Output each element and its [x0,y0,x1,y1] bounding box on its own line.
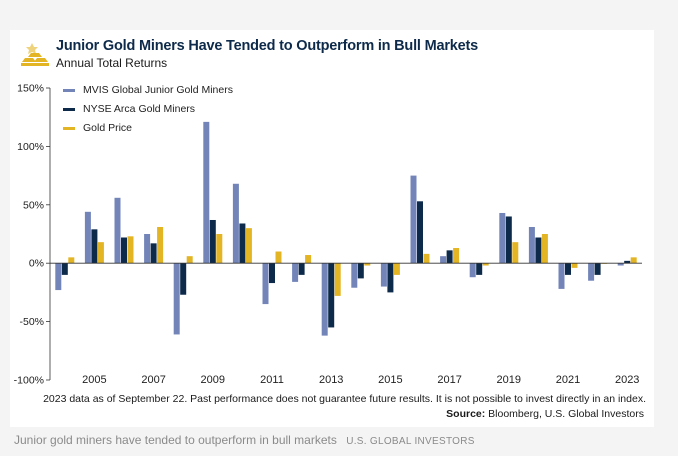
bar [440,256,447,264]
bar [61,263,68,275]
bar [186,256,193,264]
gold-bars-logo-icon [21,43,49,66]
bar [380,263,387,287]
chart-subtitle: Annual Total Returns [56,56,168,70]
bar [121,237,127,264]
y-tick-label: 100% [17,141,44,153]
bar [535,237,542,264]
legend-label: Gold Price [83,122,132,134]
bar [453,248,460,264]
x-tick-label: 2015 [378,374,402,386]
bar [321,263,328,336]
x-tick-label: 2005 [82,374,106,386]
source-text: Bloomberg, U.S. Global Investors [488,408,644,420]
bar [446,250,453,264]
bar [275,251,282,264]
image-caption: Junior gold miners have tended to outper… [14,433,475,447]
bar [245,228,252,264]
bar [423,253,430,264]
legend-swatch [63,108,75,111]
x-tick-label: 2023 [615,374,639,386]
bar [624,260,631,264]
y-tick-label: -50% [19,316,44,328]
bar [558,263,565,289]
bar [571,263,578,268]
bar [55,263,62,291]
bar [173,263,180,335]
y-tick-label: 0% [29,258,44,270]
bar [499,212,506,264]
bar [351,263,358,288]
bar [476,263,483,275]
bar [410,175,417,264]
bar [232,183,239,264]
bar [91,229,98,264]
bar [565,263,571,275]
bar [482,263,489,266]
x-tick-label: 2013 [319,374,343,386]
bar [269,263,275,284]
caption-text: Junior gold miners have tended to outper… [14,433,337,447]
bar [305,255,312,264]
x-tick-label: 2009 [201,374,225,386]
bar [97,242,104,264]
bar [150,243,157,264]
bar [469,263,476,278]
chart-title: Junior Gold Miners Have Tended to Outper… [56,38,478,54]
bar [588,263,595,281]
legend-swatch [63,89,75,92]
bar [357,263,364,279]
source-label: Source: [446,408,486,420]
bar [144,234,151,264]
chart-footnote: 2023 data as of September 22. Past perfo… [43,393,646,405]
bar [505,216,512,264]
bar [203,121,210,264]
bar [528,226,535,264]
x-tick-label: 2021 [556,374,580,386]
bar [68,257,75,264]
bar [617,263,624,266]
bar [157,226,164,264]
bar [239,223,246,264]
bar [209,219,216,264]
caption-credit: U.S. GLOBAL INVESTORS [346,436,475,447]
bar [216,234,223,264]
bar [262,263,269,305]
x-tick-label: 2019 [497,374,521,386]
legend-label: MVIS Global Junior Gold Miners [83,84,233,96]
chart-source: Source: Bloomberg, U.S. Global Investors [446,408,644,420]
x-tick-label: 2017 [437,374,461,386]
bar [387,263,394,293]
bar [292,263,299,282]
bar [84,211,91,264]
bar [334,263,341,296]
bar [114,197,121,264]
bar [630,257,637,264]
bar [512,242,519,264]
bar [393,263,400,275]
legend-swatch [63,127,75,130]
y-tick-label: 150% [17,83,44,95]
bar [298,263,305,275]
bar [180,263,187,295]
y-tick-label: -100% [14,375,44,387]
bar [127,236,134,264]
bar [328,263,335,328]
bar [364,263,371,266]
bar [417,201,423,264]
x-tick-label: 2011 [260,374,284,386]
x-tick-label: 2007 [141,374,165,386]
bar [541,234,548,264]
legend-label: NYSE Arca Gold Miners [83,103,195,115]
bar [594,263,601,275]
y-tick-label: 50% [23,199,44,211]
